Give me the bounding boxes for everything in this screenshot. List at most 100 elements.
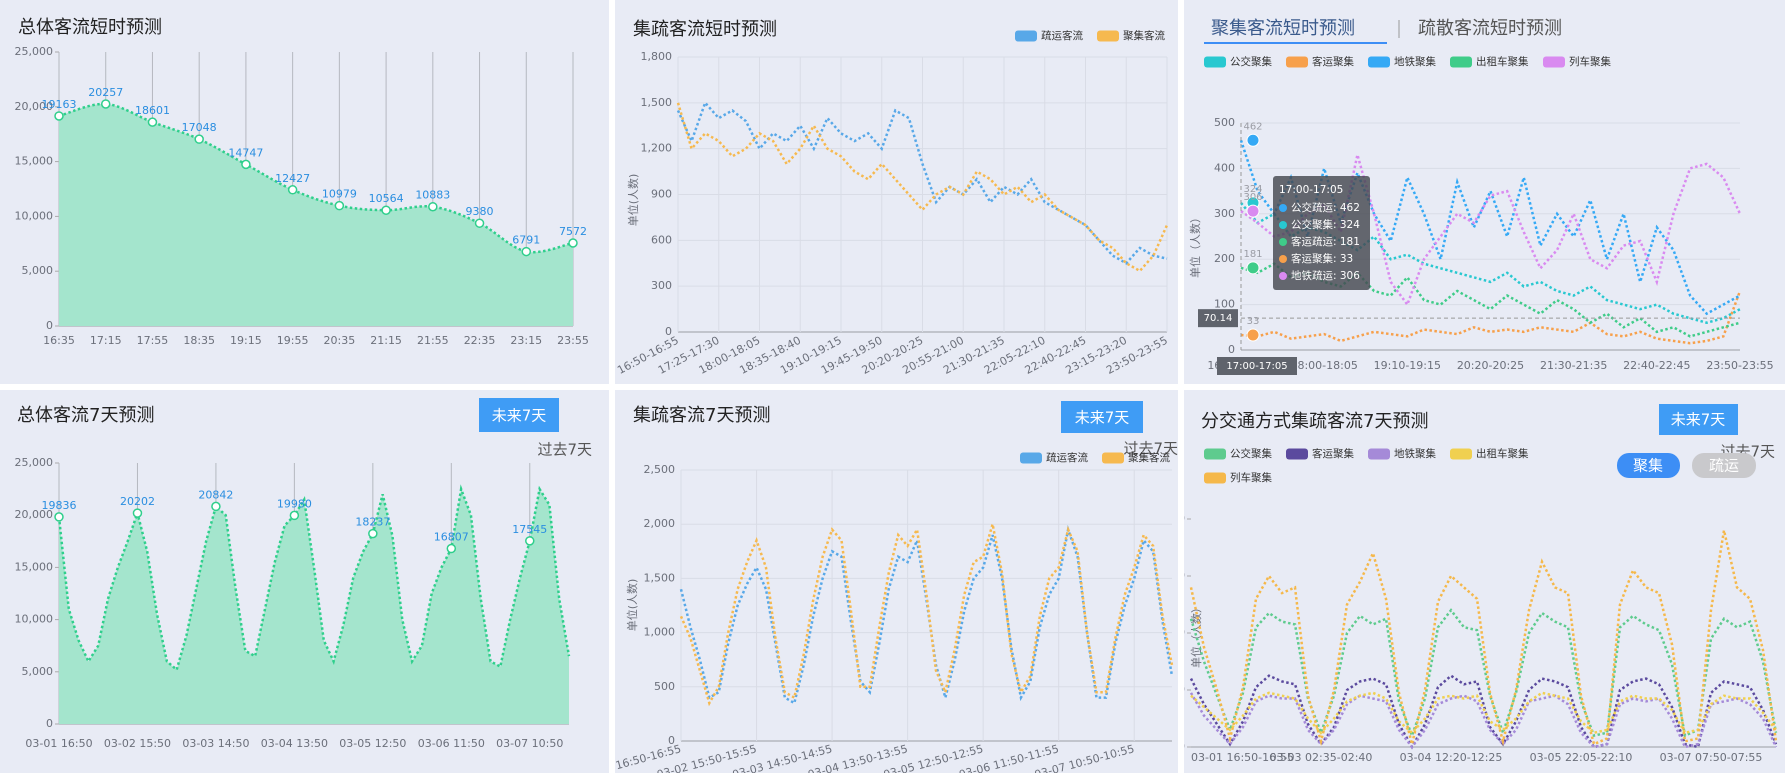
legend-swatch	[1097, 30, 1119, 42]
line	[1189, 608, 1778, 740]
x-tick-label: 19:10-19:15	[1374, 359, 1441, 372]
data-label: 10979	[322, 188, 357, 201]
legend-label: 聚集客流	[1123, 29, 1165, 42]
y-tick-label: 1,500	[644, 571, 676, 584]
legend-label: 出租车聚集	[1476, 55, 1529, 68]
past-label[interactable]: 过去7天	[1123, 440, 1178, 458]
chart-title: 集疏客流7天预测	[633, 405, 770, 426]
x-tick-label: 19:15	[230, 334, 262, 347]
legend-swatch	[1204, 448, 1226, 460]
x-tick-label: 23:55	[557, 334, 589, 347]
data-label: 12427	[275, 172, 310, 185]
button-label[interactable]: 未来7天	[492, 407, 547, 425]
y-axis-label: 单位(人数)	[626, 174, 640, 227]
y-tick-label: 25,000	[15, 456, 54, 469]
line	[1239, 139, 1741, 316]
point	[474, 218, 485, 228]
toggle[interactable]	[1617, 453, 1680, 478]
line	[1190, 691, 1777, 735]
point	[211, 501, 221, 512]
y-tick-label: 600	[1164, 569, 1185, 582]
pointer-label-bg	[1198, 309, 1238, 328]
legend-swatch	[1368, 56, 1390, 68]
y-tick-label: 25,000	[15, 45, 54, 58]
point	[334, 200, 345, 211]
point-label: 462	[1243, 121, 1262, 132]
point	[525, 536, 535, 546]
panel-bg	[615, 390, 1178, 773]
past-label[interactable]: 过去7天	[537, 441, 592, 459]
point	[54, 111, 64, 121]
x-tick-label: 21:55	[417, 334, 449, 347]
legend-swatch	[1286, 56, 1308, 68]
toggle-label[interactable]: 疏运	[1709, 457, 1739, 475]
button-label[interactable]: 未来7天	[1075, 409, 1130, 427]
toggle-label[interactable]: 聚集	[1633, 457, 1663, 475]
button[interactable]	[1659, 404, 1738, 435]
point	[568, 238, 578, 248]
panel: 总体客流短时预测 0 5,000 10,000 15,000 20,000 25,000 1…	[0, 0, 609, 384]
y-tick-label: 200	[1214, 252, 1235, 265]
tab[interactable]: 疏散客流短时预测	[1418, 18, 1562, 39]
x-tick-label: 03-04 13:50	[261, 737, 328, 750]
legend-swatch	[1368, 448, 1390, 460]
panel: 总体客流7天预测 未来7天 过去7天 0 5,000 10,000 15,000 20,…	[0, 390, 609, 773]
x-tick-label: 16:35	[43, 334, 75, 347]
y-tick-label: 2,500	[644, 463, 676, 476]
point	[428, 201, 438, 212]
line	[1189, 674, 1778, 750]
y-tick-label: 1,200	[641, 142, 673, 155]
point	[147, 117, 158, 127]
point	[521, 246, 532, 257]
tab[interactable]: 聚集客流短时预测	[1211, 18, 1355, 39]
y-tick-label: 0	[1178, 740, 1185, 753]
y-tick-label: 5,000	[22, 264, 54, 277]
tooltip-item: 客运疏运: 181	[1291, 235, 1360, 248]
chart-title: 总体客流7天预测	[17, 405, 154, 426]
x-tick-label: 22:35	[464, 334, 496, 347]
tooltip-title: 17:00-17:05	[1279, 184, 1343, 196]
x-tick-label: 23:15	[510, 334, 542, 347]
x-tick-label: 03-03 14:50	[182, 737, 249, 750]
button[interactable]	[1061, 401, 1143, 433]
y-tick-label: 500	[1214, 116, 1235, 129]
y-tick-label: 800	[1164, 512, 1185, 525]
x-tick-label: 17:15	[90, 334, 122, 347]
y-tick-label: 400	[1214, 161, 1235, 174]
data-label: 18237	[355, 516, 390, 529]
line	[57, 484, 571, 672]
x-tick-label: 18:35	[183, 334, 215, 347]
y-tick-label: 2,000	[644, 517, 676, 530]
x-tick-label: 03-05 12:50	[339, 737, 406, 750]
legend-label: 疏运客流	[1046, 451, 1088, 464]
point	[287, 185, 298, 195]
line	[1240, 262, 1741, 338]
y-axis-label: 单位（人数）	[1188, 212, 1202, 278]
legend-label: 客运聚集	[1312, 447, 1354, 460]
line	[676, 100, 1168, 265]
data-label: 17048	[182, 121, 217, 134]
legend-label: 公交聚集	[1230, 55, 1272, 68]
y-tick-label: 600	[651, 233, 672, 246]
button-label[interactable]: 未来7天	[1671, 411, 1726, 429]
legend-swatch	[1450, 448, 1472, 460]
y-tick-label: 900	[651, 188, 672, 201]
toggle[interactable]	[1692, 453, 1756, 478]
x-tick-label: 22:40-22:45	[1623, 359, 1690, 372]
data-label: 20257	[88, 86, 123, 99]
legend-label: 客运聚集	[1312, 55, 1354, 68]
line	[1240, 154, 1742, 308]
data-label: 7572	[559, 225, 587, 238]
pointer-label: 70.14	[1204, 313, 1233, 324]
legend-label: 列车聚集	[1569, 55, 1611, 68]
chart-title: 分交通方式集疏客流7天预测	[1201, 411, 1428, 432]
point	[381, 205, 391, 215]
legend-label: 列车聚集	[1230, 471, 1272, 484]
y-tick-label: 20,000	[15, 508, 54, 521]
legend-swatch	[1450, 56, 1472, 68]
x-tick-label: 03-03 02:35-02:40	[1270, 751, 1373, 764]
button[interactable]	[479, 398, 559, 432]
line	[676, 102, 1169, 273]
data-label: 19163	[42, 98, 77, 111]
